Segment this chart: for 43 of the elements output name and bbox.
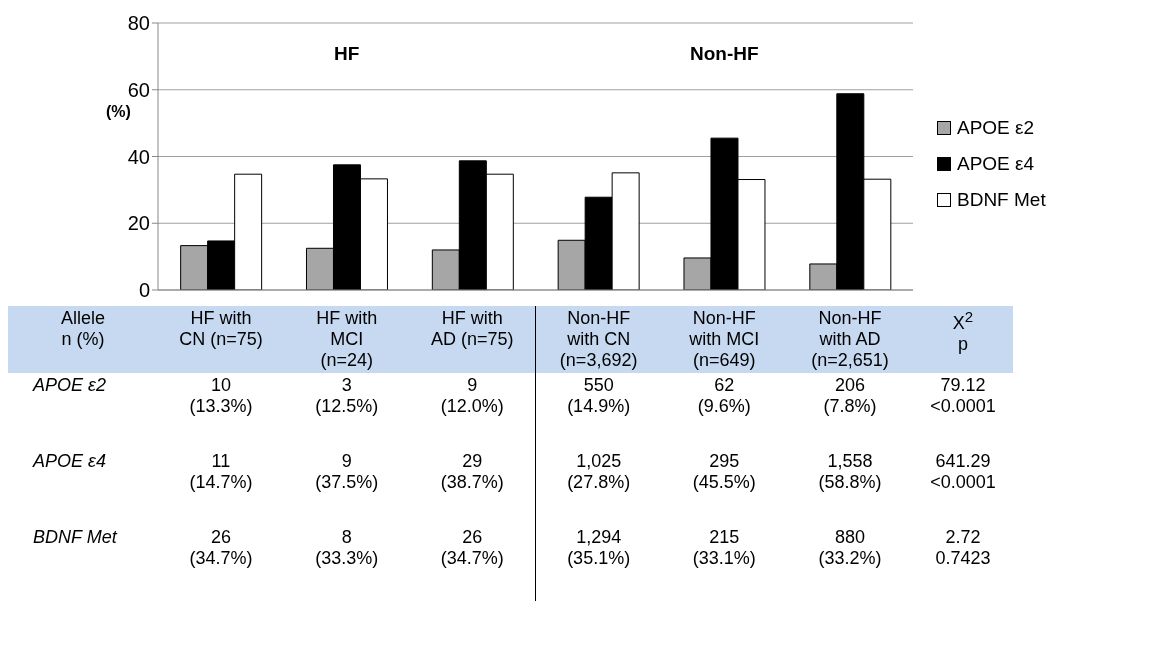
y-axis-title: (%) (106, 103, 131, 121)
text: BDNF Met (33, 527, 117, 547)
data-label: 9 (12.0%) (440, 375, 504, 416)
text: APOE ε2 (33, 375, 106, 395)
x-tick-label: HF with MCI (n=24) (315, 307, 379, 372)
data-label: 880 (33.2%) (818, 527, 882, 568)
data-label: 3 (12.5%) (315, 375, 379, 416)
x-tick-label: HF with CN (n=75) (178, 307, 264, 351)
text: 641.29 <0.0001 (930, 451, 996, 492)
data-label: 9 (37.5%) (315, 451, 379, 492)
data-label: 11 (14.7%) (189, 451, 253, 492)
data-label: 62 (9.6%) (697, 375, 751, 416)
y-tick-label: 40 (127, 145, 150, 168)
annotation: Non-HF (688, 43, 760, 65)
legend-label: APOE ε4 (957, 153, 1035, 175)
data-label: 26 (34.7%) (189, 527, 253, 568)
data-label: 10 (13.3%) (189, 375, 253, 416)
legend-label: APOE ε2 (957, 117, 1035, 139)
data-label: 215 (33.1%) (692, 527, 756, 568)
data-label: 8 (33.3%) (315, 527, 379, 568)
data-label: 1,294 (35.1%) (567, 527, 631, 568)
text: 79.12 <0.0001 (930, 375, 996, 416)
y-tick-label: 0 (138, 279, 150, 302)
text: APOE ε4 (33, 451, 106, 471)
y-tick-label: 60 (127, 78, 150, 101)
text: X$^{2}$ p (952, 308, 974, 354)
data-label: 29 (38.7%) (440, 451, 504, 492)
x-tick-label: HF with AD (n=75) (430, 307, 515, 351)
data-label: 295 (45.5%) (692, 451, 756, 492)
data-label: 1,558 (58.8%) (818, 451, 882, 492)
data-label: 206 (7.8%) (823, 375, 877, 416)
data-label: 1,025 (27.8%) (567, 451, 631, 492)
x-tick-label: Non-HF with MCI (n=649) (688, 307, 761, 372)
annotation: HF (333, 43, 361, 65)
x-tick-label: Non-HF with CN (n=3,692) (535, 306, 662, 373)
y-tick-label: 20 (127, 212, 150, 235)
x-tick-label: Non-HF with AD (n=2,651) (810, 307, 890, 372)
text: Allele n (%) (60, 308, 106, 349)
text: 2.72 0.7423 (935, 527, 991, 568)
legend-label: BDNF Met (957, 189, 1046, 211)
data-label: 26 (34.7%) (440, 527, 504, 568)
data-label: 550 (14.9%) (567, 375, 631, 416)
y-tick-label: 80 (127, 12, 150, 35)
